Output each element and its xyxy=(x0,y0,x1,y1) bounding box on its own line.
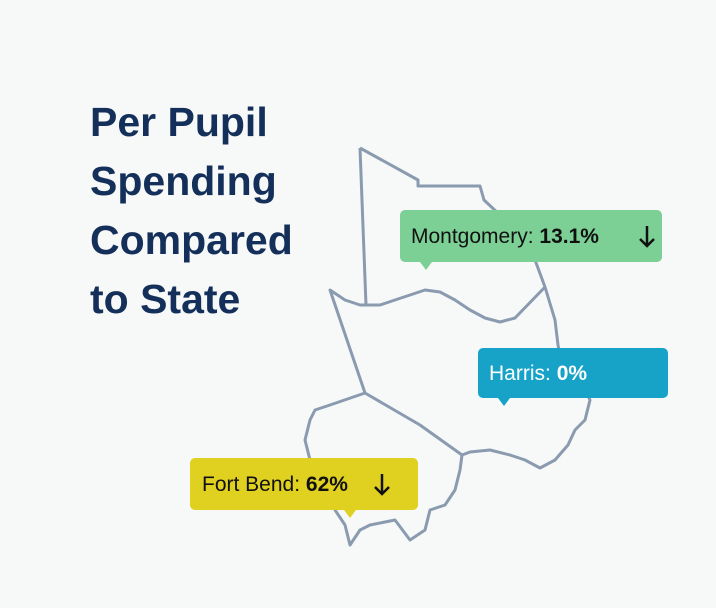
label-box xyxy=(190,458,418,510)
label-box xyxy=(400,210,662,262)
title-line: to State xyxy=(90,276,240,322)
county-name: Montgomery: xyxy=(411,225,534,248)
label-text: Fort Bend: 62% xyxy=(202,473,348,496)
down-arrow xyxy=(374,474,390,496)
label-text: Harris: 0% xyxy=(489,362,587,385)
county-border xyxy=(364,391,463,457)
county-name: Fort Bend: xyxy=(202,473,300,496)
county-border xyxy=(303,146,592,547)
label-box xyxy=(478,348,668,398)
label-harris: Harris: 0% xyxy=(478,348,668,406)
label-pointer xyxy=(420,262,432,270)
label-montgomery: Montgomery: 13.1% xyxy=(400,210,662,270)
county-name: Harris: xyxy=(489,362,551,385)
label-text: Montgomery: 13.1% xyxy=(411,225,599,248)
title-line: Spending xyxy=(90,158,277,204)
label-pointer xyxy=(498,398,510,406)
title-line: Compared xyxy=(90,217,293,263)
county-value: 13.1% xyxy=(539,225,599,248)
county-value: 0% xyxy=(557,362,588,385)
county-border xyxy=(358,147,368,306)
county-value: 62% xyxy=(306,473,348,496)
title-line: Per Pupil xyxy=(90,99,268,145)
down-arrow xyxy=(639,226,655,248)
label-fort-bend: Fort Bend: 62% xyxy=(190,458,418,518)
label-pointer xyxy=(344,510,356,518)
map xyxy=(303,146,592,547)
